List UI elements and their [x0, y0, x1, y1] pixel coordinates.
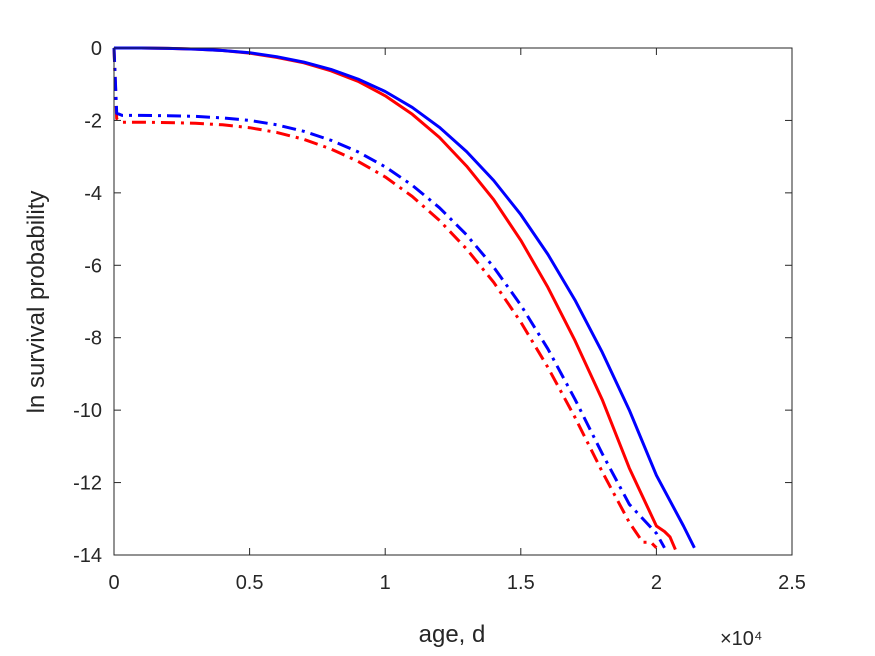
x-tick-label: 1 [380, 572, 391, 594]
series-line-4-dashdot [112, 47, 666, 549]
y-tick-label: 0 [91, 38, 102, 60]
x-exponent-label: ×10⁴ [720, 628, 763, 650]
x-tick-label: 2 [651, 572, 662, 594]
x-tick-label: 0.5 [236, 572, 264, 594]
y-tick-label: -10 [73, 400, 102, 422]
ticks-layer: 0 0.5 1 1.5 2 2.5 0 -2 -4 -6 -8 -10 -12 -14 [73, 38, 806, 594]
x-tick-label: 0 [108, 572, 119, 594]
x-tick-label: 1.5 [507, 572, 535, 594]
x-tick-label: 2.5 [778, 572, 806, 594]
x-axis-label: age, d [419, 621, 486, 648]
axes-layer [113, 47, 793, 556]
y-tick-label: -8 [84, 328, 102, 350]
series-line-2-solid [114, 46, 696, 549]
series-layer [112, 46, 696, 551]
y-tick-label: -14 [73, 545, 102, 567]
y-tick-label: -2 [84, 110, 102, 132]
y-tick-label: -12 [73, 473, 102, 495]
y-tick-label: -4 [84, 183, 102, 205]
series-line-3-dashdot [112, 47, 658, 549]
y-tick-label: -6 [84, 255, 102, 277]
plot-frame [113, 47, 793, 556]
y-axis-label: ln survival probability [23, 191, 50, 414]
